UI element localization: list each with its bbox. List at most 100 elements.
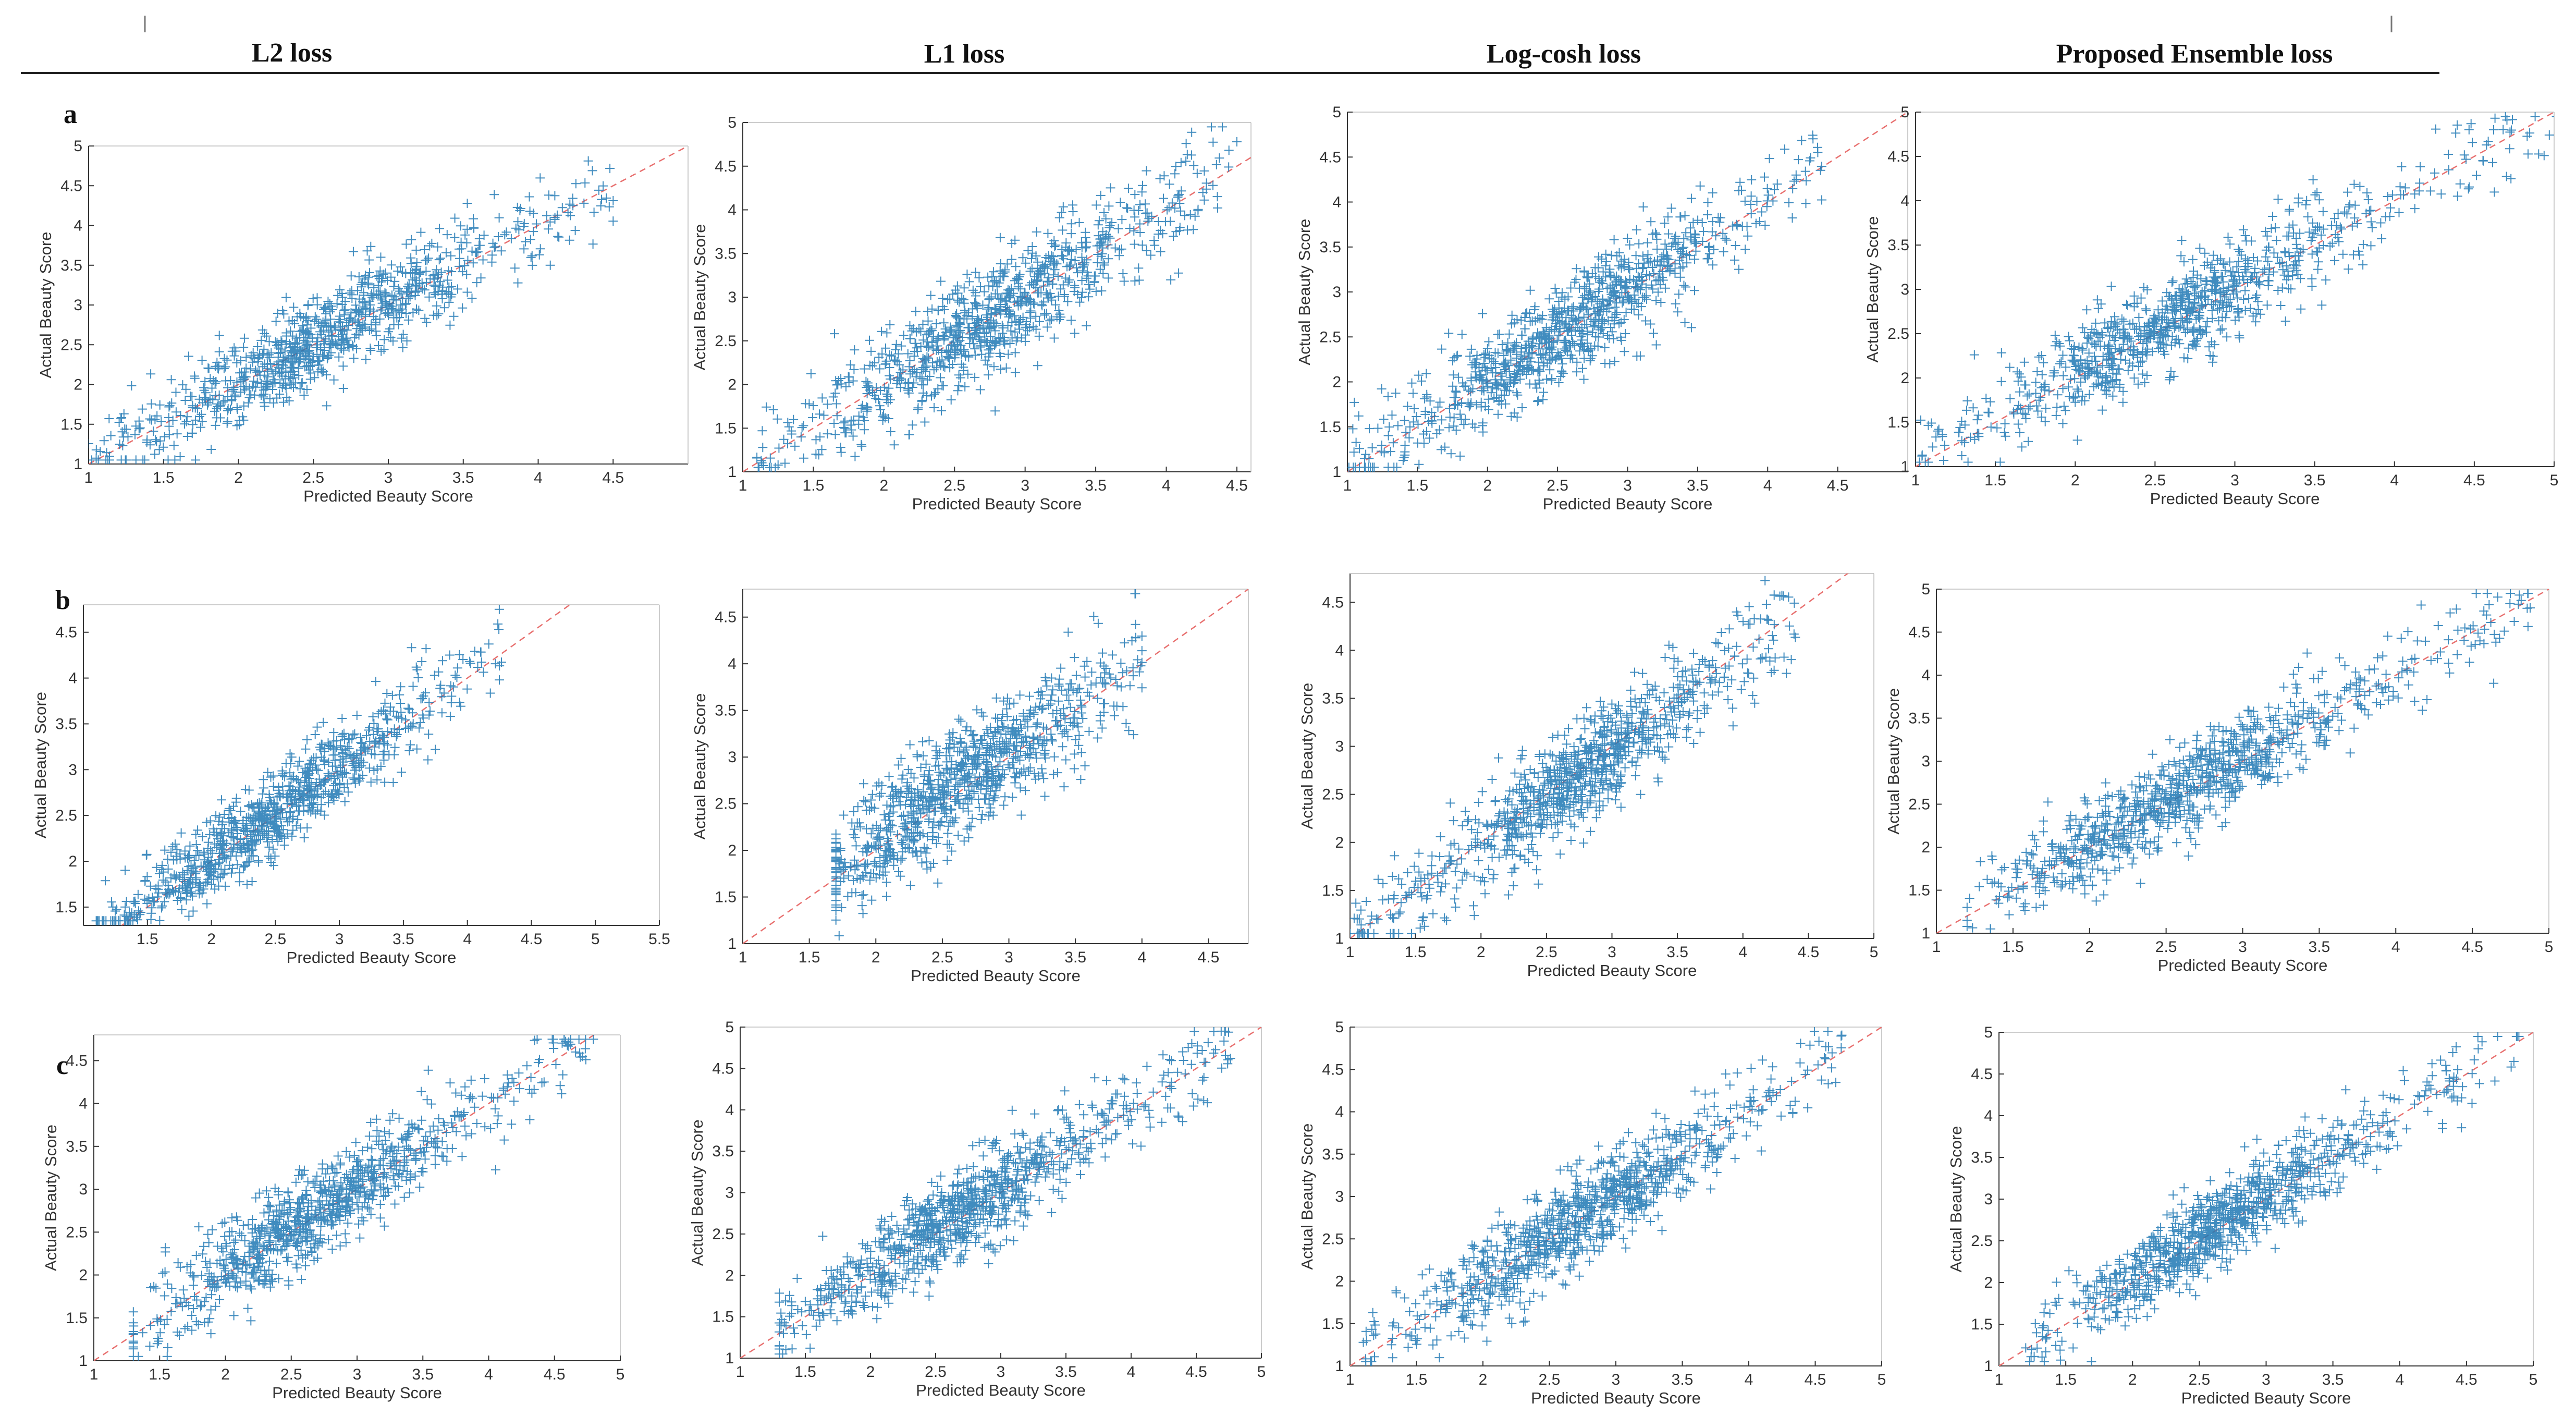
x-tick-label: 1	[736, 1363, 745, 1381]
x-tick-label: 4.5	[2461, 938, 2483, 956]
y-tick-label: 5	[73, 138, 82, 155]
x-axis-label: Predicted Beauty Score	[272, 1384, 442, 1402]
x-tick-label: 2	[207, 931, 216, 948]
x-tick-label: 2.5	[943, 477, 965, 494]
y-tick-label: 4	[725, 1102, 734, 1119]
scatter-plot-c-l2: 1 1.5 2 2.5 3 3.5 4 4.5 5 1 1.5 2 2.5 3 3.5 4 4.5 Predict…	[42, 1034, 625, 1402]
y-tick-label: 4	[73, 217, 82, 235]
scatter-markers	[1916, 112, 2554, 467]
reference-line-y-equals-x	[1350, 573, 1849, 938]
y-tick-label: 2	[725, 1267, 734, 1284]
scatter-plot-a-l1: 1 1.5 2 2.5 3 3.5 4 4.5 1 1.5 2 2.5 3 3.5 4 4.5 5 Predict…	[691, 114, 1252, 513]
x-tick-label: 5	[2545, 938, 2554, 956]
x-tick-label: 4	[1162, 477, 1171, 494]
x-tick-label: 4.5	[602, 469, 624, 486]
y-tick-label: 4.5	[1319, 149, 1341, 166]
y-tick-label: 2.5	[1908, 796, 1930, 813]
y-axis-label: Actual Beauty Score	[1298, 1124, 1316, 1270]
y-tick-label: 4	[1332, 194, 1341, 211]
y-tick-label: 1.5	[66, 1310, 88, 1327]
x-tick-label: 1	[90, 1366, 99, 1383]
y-tick-label: 3.5	[1319, 239, 1341, 256]
y-tick-label: 5	[1984, 1024, 1993, 1041]
x-tick-label: 3.5	[1064, 949, 1086, 966]
x-tick-label: 1.5	[794, 1363, 816, 1381]
scatter-markers	[775, 1027, 1235, 1358]
x-tick-label: 1.5	[1407, 477, 1429, 494]
x-axis-label: Predicted Beauty Score	[303, 487, 473, 505]
y-tick-label: 3	[1984, 1191, 1993, 1208]
y-tick-label: 3	[1921, 753, 1930, 770]
x-tick-label: 5	[2529, 1371, 2538, 1388]
y-tick-label: 1	[728, 935, 737, 953]
x-tick-label: 2.5	[1539, 1371, 1561, 1388]
x-tick-label: 4.5	[1185, 1363, 1207, 1381]
x-tick-label: 2	[866, 1363, 875, 1381]
x-tick-label: 2	[221, 1366, 230, 1383]
plot-area	[1350, 573, 1849, 938]
x-tick-label: 5	[616, 1366, 625, 1383]
y-tick-label: 2.5	[712, 1226, 734, 1243]
x-axis-label: Predicted Beauty Score	[912, 495, 1082, 513]
y-tick-label: 3.5	[715, 245, 737, 262]
y-tick-label: 2.5	[1971, 1232, 1993, 1250]
y-tick-label: 1	[1335, 1358, 1344, 1375]
y-axis-label: Actual Beauty Score	[1298, 683, 1316, 829]
y-tick-label: 1	[1900, 458, 1909, 475]
y-tick-label: 2.5	[715, 333, 737, 350]
y-tick-label: 4.5	[1908, 624, 1930, 641]
y-tick-label: 3	[79, 1181, 88, 1198]
y-axis-label: Actual Beauty Score	[688, 1119, 706, 1266]
x-tick-label: 2.5	[280, 1366, 302, 1383]
x-tick-label: 4	[2390, 472, 2399, 489]
scatter-plot-a-ensemble: 1 1.5 2 2.5 3 3.5 4 4.5 5 1 1.5 2 2.5 3 3.5 4 4.5 5 Predic…	[1863, 104, 2558, 508]
x-tick-label: 3	[2238, 938, 2247, 956]
x-tick-label: 4	[1137, 949, 1146, 966]
y-tick-label: 4	[1984, 1107, 1993, 1125]
plot-area	[94, 1035, 598, 1361]
y-tick-label: 4	[1335, 1104, 1344, 1121]
x-tick-label: 3.5	[1672, 1371, 1694, 1388]
x-tick-label: 3.5	[1085, 477, 1107, 494]
x-tick-label: 3	[2262, 1371, 2271, 1388]
x-tick-label: 3	[1623, 477, 1632, 494]
y-tick-label: 1.5	[1319, 419, 1341, 436]
x-tick-label: 5	[591, 931, 600, 948]
y-tick-label: 5	[1921, 581, 1930, 598]
x-tick-label: 1.5	[799, 949, 820, 966]
y-tick-label: 4	[728, 202, 737, 219]
scatter-plot-a-logcosh: 1 1.5 2 2.5 3 3.5 4 4.5 1 1.5 2 2.5 3 3.5 4 4.5 5 Predict…	[1295, 104, 1908, 513]
y-tick-label: 4	[1335, 642, 1344, 659]
x-tick-label: 3	[1608, 944, 1616, 961]
scatter-markers	[831, 589, 1147, 941]
y-tick-label: 4	[79, 1095, 88, 1113]
x-tick-label: 1.5	[1405, 944, 1427, 961]
y-tick-label: 5	[1332, 104, 1341, 121]
y-axis-label: Actual Beauty Score	[691, 693, 709, 840]
x-tick-label: 4.5	[2456, 1371, 2477, 1388]
x-tick-label: 2	[234, 469, 243, 486]
y-tick-label: 3.5	[1971, 1149, 1993, 1166]
x-tick-label: 3	[1612, 1371, 1621, 1388]
column-title-ensemble: Proposed Ensemble loss	[2056, 39, 2333, 69]
x-tick-label: 3.5	[2304, 472, 2326, 489]
x-axis-label: Predicted Beauty Score	[2181, 1389, 2351, 1407]
y-tick-label: 4	[1921, 667, 1930, 684]
x-axis-label: Predicted Beauty Score	[2158, 956, 2328, 974]
y-tick-label: 2.5	[715, 796, 737, 813]
y-tick-label: 4.5	[66, 1052, 88, 1069]
x-tick-label: 2	[879, 477, 888, 494]
x-axis-label: Predicted Beauty Score	[1527, 961, 1697, 980]
x-tick-label: 4	[1738, 944, 1747, 961]
x-tick-label: 2.5	[1547, 477, 1568, 494]
y-tick-label: 4.5	[55, 624, 77, 641]
x-tick-label: 1.5	[1406, 1371, 1428, 1388]
plot-area	[1999, 1032, 2533, 1366]
plot-area	[1936, 589, 2549, 933]
y-tick-label: 1.5	[1908, 882, 1930, 899]
x-tick-label: 2.5	[1536, 944, 1557, 961]
x-tick-label: 3	[997, 1363, 1005, 1381]
y-axis-label: Actual Beauty Score	[31, 692, 50, 838]
x-tick-label: 2.5	[264, 931, 286, 948]
